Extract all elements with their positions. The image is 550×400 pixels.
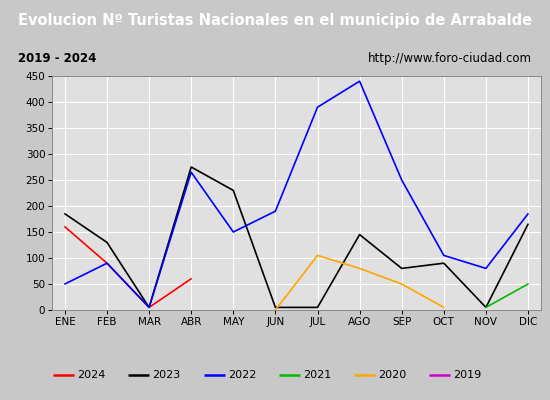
Text: 2019 - 2024: 2019 - 2024: [18, 52, 96, 65]
2023: [62, 211, 68, 216]
2024: [62, 224, 68, 229]
2022: [314, 105, 321, 110]
2024: [188, 276, 195, 281]
2020: [398, 282, 405, 286]
2023: [272, 305, 279, 310]
2022: [398, 178, 405, 182]
2021: [525, 282, 531, 286]
2024: [146, 305, 152, 310]
2022: [104, 261, 111, 266]
2020: [314, 253, 321, 258]
2022: [356, 79, 363, 84]
2022: [272, 209, 279, 214]
2024: [104, 261, 111, 266]
2021: [482, 305, 489, 310]
Text: 2022: 2022: [228, 370, 256, 380]
2023: [230, 188, 236, 193]
2023: [525, 222, 531, 226]
Line: 2021: 2021: [486, 284, 528, 307]
2023: [104, 240, 111, 245]
2022: [525, 211, 531, 216]
Text: http://www.foro-ciudad.com: http://www.foro-ciudad.com: [368, 52, 532, 65]
Line: 2024: 2024: [65, 227, 191, 307]
Text: 2023: 2023: [152, 370, 181, 380]
2023: [398, 266, 405, 271]
Text: 2024: 2024: [78, 370, 106, 380]
Text: Evolucion Nº Turistas Nacionales en el municipio de Arrabalde: Evolucion Nº Turistas Nacionales en el m…: [18, 14, 532, 28]
2022: [441, 253, 447, 258]
Line: 2022: 2022: [65, 81, 528, 307]
2023: [441, 261, 447, 266]
2023: [356, 232, 363, 237]
Text: 2021: 2021: [303, 370, 331, 380]
Text: 2020: 2020: [378, 370, 406, 380]
2020: [272, 308, 279, 312]
2022: [146, 305, 152, 310]
2023: [146, 305, 152, 310]
2022: [230, 230, 236, 234]
2023: [482, 305, 489, 310]
2022: [188, 170, 195, 174]
2020: [356, 266, 363, 271]
2023: [314, 305, 321, 310]
Text: 2019: 2019: [453, 370, 481, 380]
2022: [62, 282, 68, 286]
Line: 2020: 2020: [276, 256, 444, 310]
2022: [482, 266, 489, 271]
2020: [441, 305, 447, 310]
Line: 2023: 2023: [65, 167, 528, 307]
2023: [188, 165, 195, 170]
